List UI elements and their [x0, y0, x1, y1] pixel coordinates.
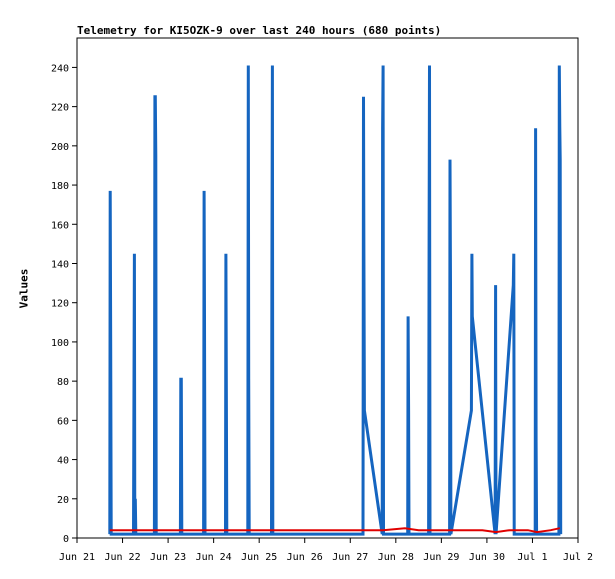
y-tick-label: 160	[51, 220, 69, 231]
x-tick-label: Jul 2	[563, 552, 593, 563]
y-tick-label: 100	[51, 338, 69, 349]
x-ticks: Jun 21 Jun 22 Jun 23 Jun 24 Jun 25 Jun 26 Jun …	[59, 538, 593, 563]
y-tick-label: 180	[51, 181, 69, 192]
plot-frame	[76, 37, 579, 539]
chart-title: Telemetry for KI5OZK-9 over last 240 hou…	[77, 24, 442, 37]
y-tick-label: 0	[63, 534, 69, 545]
x-tick-label: Jun 27	[332, 552, 368, 563]
x-tick-label: Jun 29	[423, 552, 459, 563]
y-ticks: 0 20 40 60 80 100 120 140 160 180 200 220 240	[51, 63, 77, 545]
x-tick-label: Jul 1	[517, 552, 547, 563]
y-tick-label: 60	[57, 416, 69, 427]
y-tick-label: 140	[51, 259, 69, 270]
x-tick-label: Jun 25	[241, 552, 277, 563]
series-line-0	[108, 65, 563, 536]
y-tick-label: 220	[51, 103, 69, 114]
x-tick-label: Jun 28	[378, 552, 414, 563]
x-tick-label: Jun 23	[150, 552, 186, 563]
y-tick-label: 40	[57, 456, 69, 467]
y-tick-label: 20	[57, 495, 69, 506]
y-tick-label: 120	[51, 299, 69, 310]
x-tick-label: Jun 21	[59, 552, 95, 563]
plot-lines	[108, 65, 563, 536]
series-line-1	[109, 527, 561, 534]
y-tick-label: 200	[51, 142, 69, 153]
x-tick-label: Jun 24	[196, 552, 232, 563]
y-tick-label: 240	[51, 63, 69, 74]
x-tick-label: Jun 26	[287, 552, 323, 563]
y-tick-label: 80	[57, 377, 69, 388]
x-tick-label: Jun 30	[469, 552, 505, 563]
x-tick-label: Jun 22	[104, 552, 140, 563]
